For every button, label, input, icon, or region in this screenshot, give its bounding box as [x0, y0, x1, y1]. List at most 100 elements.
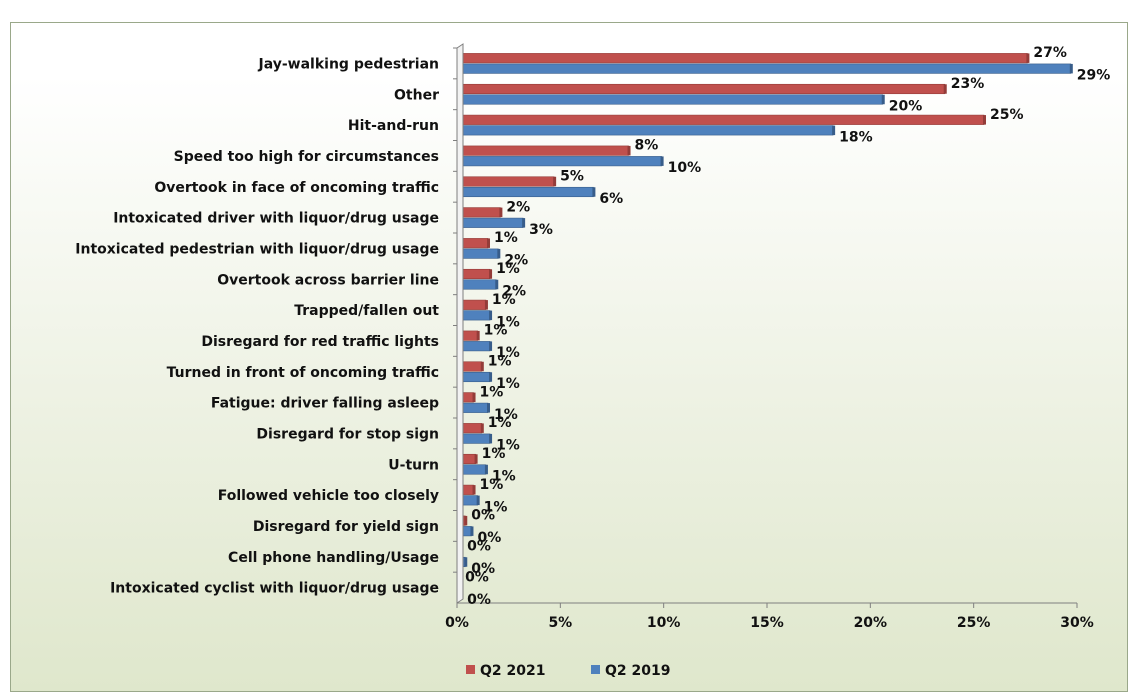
data-label-q2-2021: 8%: [635, 138, 659, 154]
bar-end-shade: [480, 423, 484, 433]
legend-label-q2-2019: Q2 2019: [605, 663, 670, 679]
data-label-q2-2021: 1%: [494, 230, 518, 246]
category-label: Cell phone handling/Usage: [228, 550, 439, 566]
bar-end-shade: [522, 218, 526, 228]
bar-end-shade: [489, 433, 493, 444]
data-label-q2-2021: 1%: [496, 261, 520, 277]
bar-end-shade: [470, 526, 474, 536]
category-label: Disregard for red traffic lights: [201, 334, 439, 350]
bar-end-shade: [499, 207, 503, 218]
bar-end-shade: [1069, 63, 1073, 74]
data-label-q2-2019: 1%: [494, 407, 518, 423]
data-label-q2-2019: 0%: [477, 530, 501, 546]
bar-end-shade: [484, 300, 488, 310]
bar-end-shade: [472, 392, 476, 403]
data-label-q2-2019: 20%: [889, 99, 923, 115]
data-label-q2-2021: 2%: [506, 199, 530, 215]
category-label: Disregard for yield sign: [253, 519, 439, 535]
data-label-q2-2021: 0%: [471, 508, 495, 524]
category-label: Turned in front of oncoming traffic: [167, 365, 439, 381]
data-label-q2-2021: 1%: [480, 384, 504, 400]
x-tick-label: 10%: [647, 615, 681, 631]
bar-end-shade: [487, 403, 490, 413]
bar-end-shade: [487, 238, 490, 248]
category-label: Jay-walking pedestrian: [258, 56, 440, 72]
data-label-q2-2019: 29%: [1077, 68, 1111, 84]
data-label-q2-2019: 1%: [484, 499, 508, 515]
data-label-q2-2021: 23%: [951, 76, 985, 92]
data-label-q2-2021: 0%: [465, 569, 489, 585]
x-tick-label: 25%: [957, 615, 991, 631]
data-label-q2-2019: 2%: [502, 284, 526, 300]
bar-q2-2019: [456, 63, 1072, 74]
bar-end-shade: [489, 341, 493, 351]
data-label-q2-2019: 18%: [839, 129, 873, 145]
bar-end-shade: [553, 176, 557, 187]
data-label-q2-2019: 1%: [496, 376, 520, 392]
category-label: Fatigue: driver falling asleep: [211, 396, 439, 412]
bar-q2-2021: [456, 83, 946, 95]
bar-end-shade: [627, 145, 631, 156]
bar-q2-2021: [456, 114, 985, 125]
category-label: Trapped/fallen out: [294, 303, 439, 319]
legend: Q2 2021 Q2 2019: [466, 663, 670, 679]
legend-swatch-q2-2019: [591, 665, 600, 674]
bar-end-shade: [660, 156, 664, 166]
category-label: Intoxicated cyclist with liquor/drug usa…: [110, 581, 439, 597]
data-label-q2-2019: 3%: [529, 222, 553, 238]
bar-q2-2019: [456, 156, 662, 167]
category-label: Intoxicated pedestrian with liquor/drug …: [75, 241, 439, 257]
bar-chart: Jay-walking pedestrian Other Hit-and-run Sp…: [75, 43, 1111, 679]
legend-swatch-q2-2021: [466, 665, 475, 674]
data-label-q2-2021: 1%: [488, 354, 512, 370]
x-tick-label: 30%: [1060, 615, 1094, 631]
chart-frame: Jay-walking pedestrian Other Hit-and-run Sp…: [10, 22, 1128, 692]
bar-end-shade: [832, 125, 836, 136]
bar-end-shade: [472, 485, 476, 495]
x-tick-label: 5%: [548, 615, 572, 631]
x-tick-label: 20%: [854, 615, 888, 631]
bar-end-shade: [480, 361, 484, 372]
category-label: Disregard for stop sign: [256, 426, 439, 442]
data-label-q2-2019: 1%: [496, 345, 520, 361]
bar-end-shade: [489, 269, 493, 279]
data-label-q2-2019: 6%: [599, 191, 623, 207]
data-label-q2-2019: 0%: [467, 592, 491, 608]
bar-end-shade: [489, 310, 493, 321]
data-label-q2-2019: 0%: [471, 561, 495, 577]
bar-end-shade: [464, 557, 468, 567]
bar-end-shade: [464, 515, 468, 526]
data-label-q2-2019: 1%: [496, 314, 520, 330]
data-label-q2-2019: 10%: [668, 160, 702, 176]
category-label: Speed too high for circumstances: [174, 149, 439, 165]
data-label-q2-2021: 5%: [560, 169, 584, 185]
bar-q2-2021: [456, 53, 1028, 64]
data-label-q2-2021: 0%: [467, 539, 491, 555]
axis-layer: [453, 43, 1078, 608]
category-label: Followed vehicle too closely: [218, 488, 439, 504]
legend-label-q2-2021: Q2 2021: [480, 663, 545, 679]
bar-q2-2019: [456, 125, 834, 136]
bar-end-shade: [476, 495, 480, 506]
category-label: Other: [394, 87, 439, 103]
data-label-q2-2021: 1%: [482, 446, 506, 462]
bar-end-shade: [476, 330, 480, 341]
bar-end-shade: [489, 372, 493, 382]
bar-q2-2019: [456, 217, 524, 228]
data-label-q2-2019: 1%: [492, 469, 516, 485]
bar-q2-2021: [456, 145, 629, 156]
bar-end-shade: [881, 94, 885, 105]
bar-end-shade: [592, 187, 596, 197]
bar-q2-2021: [456, 207, 501, 218]
plot-wall: [456, 43, 464, 604]
bar-end-shade: [1026, 53, 1030, 63]
data-label-q2-2019: 1%: [496, 438, 520, 454]
data-label-q2-2019: 2%: [504, 253, 528, 269]
bars-layer: [456, 53, 1073, 598]
bar-end-shade: [497, 248, 501, 259]
bar-end-shade: [495, 279, 499, 290]
category-label: Intoxicated driver with liquor/drug usag…: [113, 211, 439, 227]
bar-end-shade: [474, 454, 478, 464]
x-tick-label: 0%: [445, 615, 469, 631]
data-label-q2-2021: 1%: [488, 415, 512, 431]
